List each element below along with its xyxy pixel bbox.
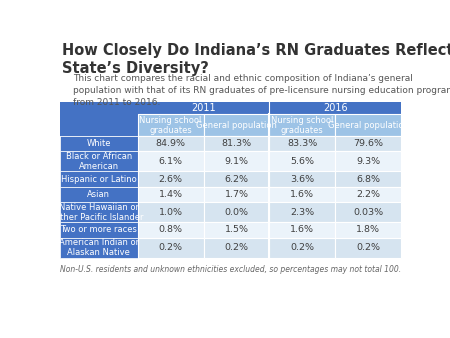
Bar [60,238,138,258]
Bar [203,222,270,238]
Bar [270,151,335,171]
Text: Non-U.S. residents and unknown ethnicities excluded, so percentages may not tota: Non-U.S. residents and unknown ethniciti… [60,265,401,274]
Bar [335,222,401,238]
Text: 0.2%: 0.2% [290,243,314,252]
Bar [138,171,203,187]
Text: Nursing school
graduates: Nursing school graduates [140,116,202,135]
Bar [60,202,138,222]
Text: 1.7%: 1.7% [225,190,248,199]
Text: 6.8%: 6.8% [356,175,380,184]
Bar [138,136,203,151]
Bar [335,115,401,136]
Bar [270,187,335,202]
Text: 2.2%: 2.2% [356,190,380,199]
Text: Black or African
American: Black or African American [66,152,132,171]
Bar [335,187,401,202]
Bar [203,187,270,202]
Bar [203,202,270,222]
Text: Nursing school
graduates: Nursing school graduates [271,116,333,135]
Bar [138,151,203,171]
Text: 1.6%: 1.6% [290,190,314,199]
Text: 5.6%: 5.6% [290,157,314,166]
Bar [60,171,138,187]
Bar [270,222,335,238]
Bar [335,136,401,151]
Bar [270,136,335,151]
Bar [270,202,335,222]
Bar [60,102,401,115]
Text: This chart compares the racial and ethnic composition of Indiana’s general
popul: This chart compares the racial and ethni… [73,74,450,107]
Text: 6.2%: 6.2% [225,175,248,184]
Text: 0.2%: 0.2% [225,243,248,252]
Bar [60,222,138,238]
Bar [203,238,270,258]
Text: White: White [86,139,111,148]
Text: 9.3%: 9.3% [356,157,380,166]
Bar [203,171,270,187]
Text: 0.2%: 0.2% [158,243,183,252]
Text: 0.2%: 0.2% [356,243,380,252]
Bar [335,151,401,171]
Text: 79.6%: 79.6% [353,139,383,148]
Bar [138,238,203,258]
Bar [335,171,401,187]
Bar [60,136,138,151]
Text: 1.8%: 1.8% [356,225,380,235]
Text: 2016: 2016 [323,103,347,113]
Bar [60,151,138,171]
Bar [270,238,335,258]
Text: 6.1%: 6.1% [158,157,183,166]
Text: 3.6%: 3.6% [290,175,315,184]
Bar [60,115,138,136]
Text: Hispanic or Latino: Hispanic or Latino [61,175,137,184]
Text: 81.3%: 81.3% [221,139,252,148]
Bar [335,202,401,222]
Text: 0.0%: 0.0% [225,208,248,217]
Text: 1.5%: 1.5% [225,225,248,235]
Text: Asian: Asian [87,190,110,199]
Bar [203,151,270,171]
Text: 1.4%: 1.4% [158,190,183,199]
Text: General population: General population [328,121,409,130]
Bar [203,136,270,151]
Bar [138,202,203,222]
Text: 0.03%: 0.03% [353,208,383,217]
Bar [60,187,138,202]
Bar [335,238,401,258]
Text: 84.9%: 84.9% [156,139,185,148]
Bar [270,171,335,187]
Text: How Closely Do Indiana’s RN Graduates Reflect the
State’s Diversity?: How Closely Do Indiana’s RN Graduates Re… [63,43,450,76]
Text: 9.1%: 9.1% [225,157,248,166]
Text: General population: General population [196,121,277,130]
Text: 2.3%: 2.3% [290,208,315,217]
Text: Native Hawaiian or
other Pacific Islander: Native Hawaiian or other Pacific Islande… [54,202,143,222]
Bar [138,187,203,202]
Text: 1.6%: 1.6% [290,225,314,235]
Text: Two or more races: Two or more races [60,225,137,235]
Text: 2011: 2011 [191,103,216,113]
Text: American Indian or
Alaskan Native: American Indian or Alaskan Native [59,238,139,258]
Text: 83.3%: 83.3% [287,139,317,148]
Text: 1.0%: 1.0% [158,208,183,217]
Bar [270,115,335,136]
Bar [203,115,270,136]
Text: 2.6%: 2.6% [158,175,183,184]
Bar [138,115,203,136]
Bar [138,222,203,238]
Text: 0.8%: 0.8% [158,225,183,235]
